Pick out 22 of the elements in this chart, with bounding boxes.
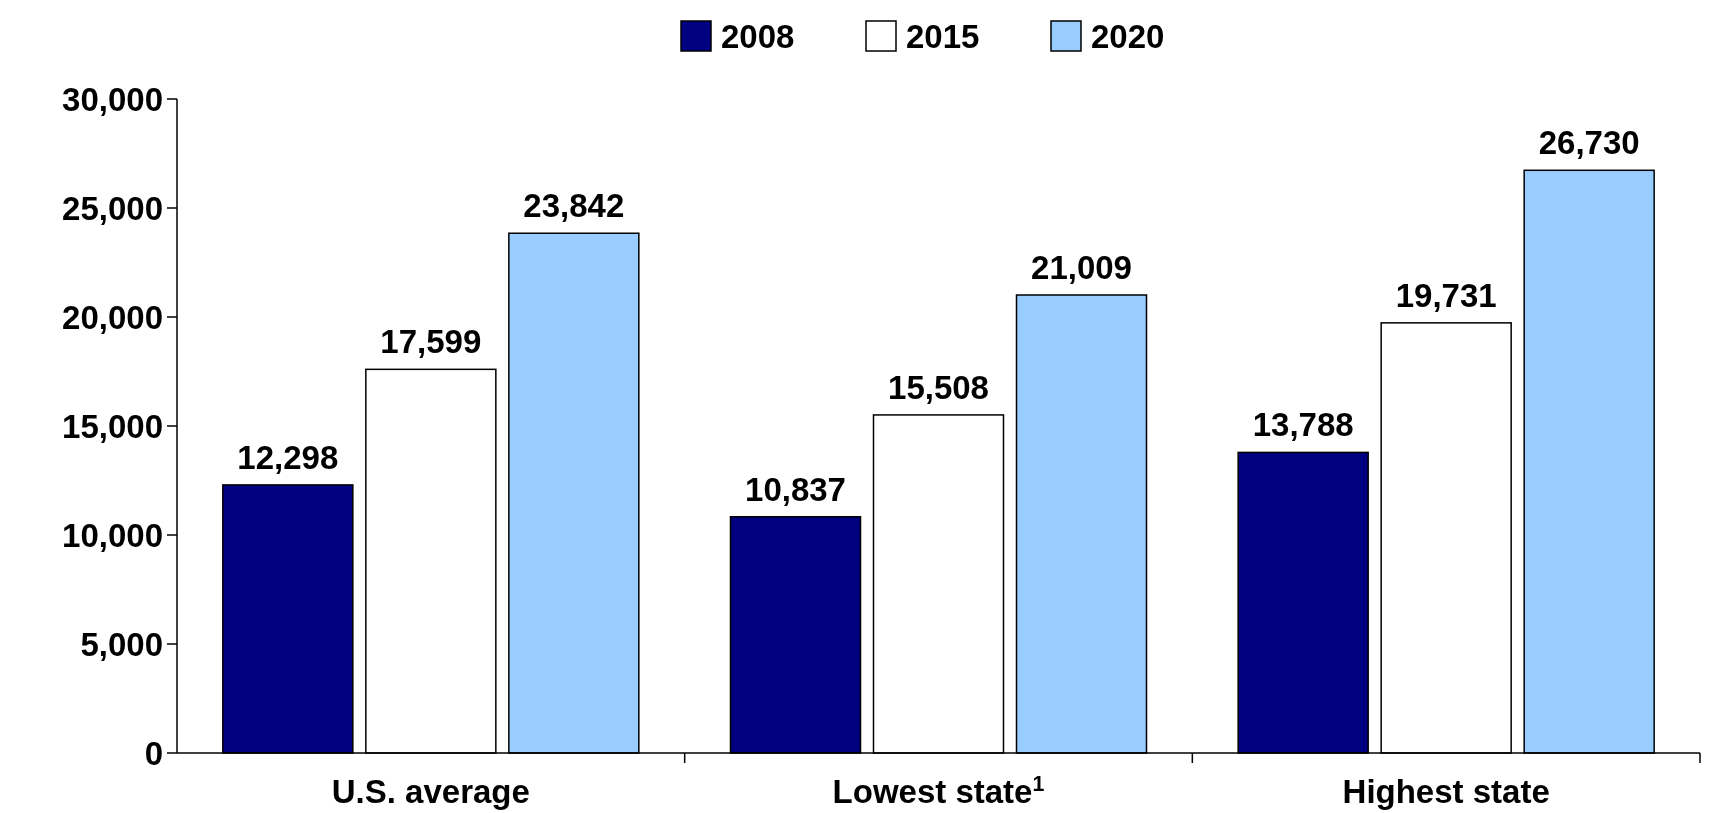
y-tick-label: 10,000 xyxy=(62,517,163,554)
x-tick-label: U.S. average xyxy=(331,773,530,810)
text: 12,298 xyxy=(237,438,339,476)
y-tick-label: 20,000 xyxy=(62,299,163,336)
text: 23,842 xyxy=(523,187,625,225)
y-tick-label: 30,000 xyxy=(62,81,163,118)
legend-label: 2020 xyxy=(1091,18,1165,55)
y-tick-label: 5,000 xyxy=(80,626,163,663)
text: 26,730 xyxy=(1538,124,1640,162)
text: 15,508 xyxy=(888,368,989,406)
text: 17,599 xyxy=(380,323,482,361)
y-tick-label: 0 xyxy=(144,735,163,772)
text: 21,009 xyxy=(1031,249,1132,286)
legend-label: 2008 xyxy=(721,18,795,55)
x-tick-label: Lowest state$^{1}$ xyxy=(832,772,1045,810)
text: 13,788 xyxy=(1252,406,1354,444)
legend-label: 2015 xyxy=(906,18,980,55)
text: 10,837 xyxy=(745,470,846,508)
y-tick-label: 25,000 xyxy=(62,190,163,227)
x-tick-label: Highest state xyxy=(1342,773,1550,810)
text: 19,731 xyxy=(1395,276,1497,314)
y-tick-label: 15,000 xyxy=(62,408,163,445)
